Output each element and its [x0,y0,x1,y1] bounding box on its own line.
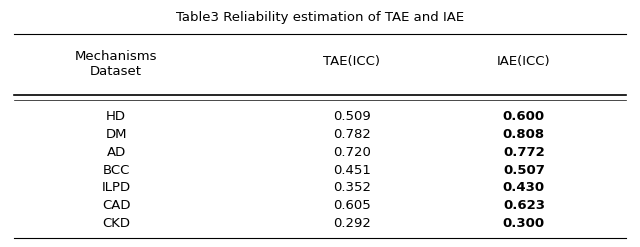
Text: DM: DM [106,128,127,141]
Text: 0.300: 0.300 [503,217,545,230]
Text: Mechanisms
Dataset: Mechanisms Dataset [75,50,157,78]
Text: AD: AD [106,146,125,159]
Text: 0.600: 0.600 [503,110,545,123]
Text: 0.808: 0.808 [503,128,545,141]
Text: 0.772: 0.772 [503,146,545,159]
Text: 0.509: 0.509 [333,110,371,123]
Text: 0.507: 0.507 [503,164,545,177]
Text: 0.782: 0.782 [333,128,371,141]
Text: 0.451: 0.451 [333,164,371,177]
Text: 0.720: 0.720 [333,146,371,159]
Text: 0.292: 0.292 [333,217,371,230]
Text: ILPD: ILPD [102,181,131,194]
Text: Table3 Reliability estimation of TAE and IAE: Table3 Reliability estimation of TAE and… [176,11,464,24]
Text: 0.352: 0.352 [333,181,371,194]
Text: CKD: CKD [102,217,130,230]
Text: 0.605: 0.605 [333,199,371,212]
Text: HD: HD [106,110,126,123]
Text: 0.623: 0.623 [503,199,545,212]
Text: CAD: CAD [102,199,131,212]
Text: IAE(ICC): IAE(ICC) [497,55,551,68]
Text: 0.430: 0.430 [503,181,545,194]
Text: TAE(ICC): TAE(ICC) [323,55,380,68]
Text: BCC: BCC [102,164,130,177]
